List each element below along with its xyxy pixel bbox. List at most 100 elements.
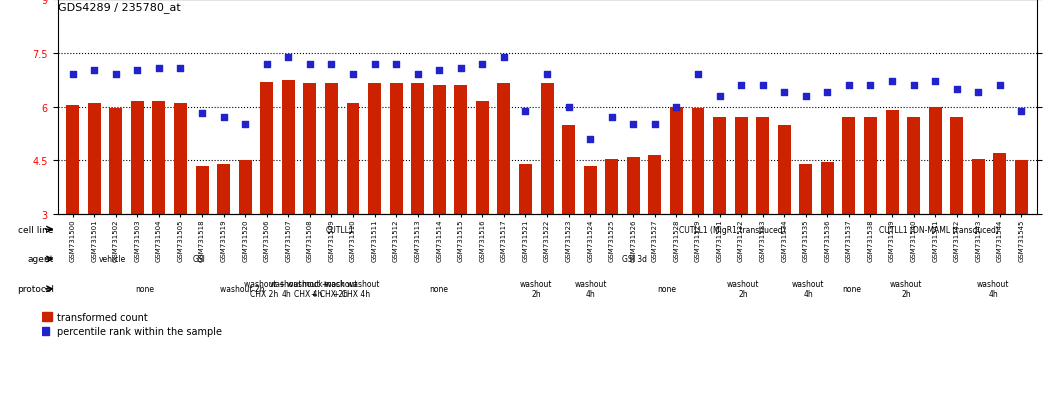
Bar xyxy=(605,159,618,322)
Point xyxy=(387,61,404,68)
Point xyxy=(733,83,750,89)
Bar xyxy=(131,102,143,322)
Point xyxy=(560,104,577,111)
Bar xyxy=(886,111,898,322)
Bar xyxy=(670,107,683,322)
Bar xyxy=(476,102,489,322)
Point xyxy=(690,72,707,78)
Point xyxy=(280,55,296,61)
Text: agent: agent xyxy=(27,255,53,264)
Point xyxy=(884,78,900,85)
Point xyxy=(603,115,620,121)
Text: percentile rank within the sample: percentile rank within the sample xyxy=(57,326,222,336)
Point xyxy=(776,89,793,96)
Point xyxy=(452,65,469,72)
Bar xyxy=(497,84,510,322)
Point xyxy=(495,55,512,61)
Bar xyxy=(756,118,770,322)
Text: mock washout
+ CHX 4h: mock washout + CHX 4h xyxy=(324,280,379,299)
Text: washout
2h: washout 2h xyxy=(727,280,759,299)
Bar xyxy=(584,166,597,322)
Bar xyxy=(411,84,424,322)
Text: GDS4289 / 235780_at: GDS4289 / 235780_at xyxy=(58,2,180,13)
Text: washout
2h: washout 2h xyxy=(890,280,922,299)
Text: washout +
CHX 2h: washout + CHX 2h xyxy=(244,280,285,299)
Bar xyxy=(562,125,575,322)
Point xyxy=(474,61,491,68)
Point xyxy=(711,93,728,100)
Text: none: none xyxy=(429,285,448,294)
Text: cell line: cell line xyxy=(19,225,53,234)
Point xyxy=(431,68,448,74)
Text: washout
4h: washout 4h xyxy=(977,280,1009,299)
Text: CUTLL1 (DN-MAML transduced): CUTLL1 (DN-MAML transduced) xyxy=(878,225,999,234)
Bar xyxy=(369,84,381,322)
Point xyxy=(668,104,685,111)
Point xyxy=(324,61,340,68)
Bar xyxy=(627,157,640,322)
Bar xyxy=(196,166,208,322)
Point xyxy=(172,65,188,72)
Text: washout +
CHX 4h: washout + CHX 4h xyxy=(287,280,329,299)
Point xyxy=(754,83,771,89)
Text: transformed count: transformed count xyxy=(57,312,148,322)
Bar xyxy=(972,159,985,322)
Point xyxy=(798,93,815,100)
Bar xyxy=(304,84,316,322)
Text: washout 2h: washout 2h xyxy=(220,285,265,294)
Point xyxy=(819,89,836,96)
Bar xyxy=(929,107,941,322)
Point xyxy=(216,115,232,121)
Point xyxy=(237,121,253,128)
Bar xyxy=(109,109,122,322)
Bar xyxy=(864,118,877,322)
Point xyxy=(194,111,210,117)
Bar xyxy=(691,109,705,322)
Bar xyxy=(88,104,101,322)
Bar xyxy=(66,106,80,322)
Bar xyxy=(778,125,790,322)
Point xyxy=(625,121,642,128)
Bar xyxy=(648,156,662,322)
Point xyxy=(344,72,361,78)
Text: washout
2h: washout 2h xyxy=(520,280,553,299)
Bar xyxy=(325,84,338,322)
Point xyxy=(366,61,383,68)
Bar xyxy=(713,118,726,322)
Point xyxy=(151,65,168,72)
Text: washout
4h: washout 4h xyxy=(792,280,824,299)
Text: mock washout
+ CHX 2h: mock washout + CHX 2h xyxy=(302,280,357,299)
Bar xyxy=(42,312,52,321)
Point xyxy=(646,121,663,128)
Point xyxy=(949,87,965,93)
Bar xyxy=(347,104,359,322)
Bar xyxy=(153,102,165,322)
Bar xyxy=(389,84,403,322)
Point xyxy=(64,72,81,78)
Point xyxy=(129,68,146,74)
Point xyxy=(86,68,103,74)
Point xyxy=(302,61,318,68)
Text: none: none xyxy=(658,285,676,294)
Bar xyxy=(907,118,920,322)
Bar xyxy=(1015,161,1028,322)
Point xyxy=(927,78,943,85)
Text: CUTLL1: CUTLL1 xyxy=(326,225,355,234)
Point xyxy=(108,72,125,78)
Bar xyxy=(821,163,833,322)
Point xyxy=(409,72,426,78)
Text: washout
4h: washout 4h xyxy=(270,280,303,299)
Bar xyxy=(519,165,532,322)
Bar xyxy=(735,118,748,322)
Bar xyxy=(799,165,812,322)
Bar xyxy=(174,104,187,322)
Point xyxy=(862,83,878,89)
Point xyxy=(517,108,534,115)
Bar xyxy=(540,84,554,322)
Bar xyxy=(217,165,230,322)
Bar xyxy=(432,86,446,322)
Point xyxy=(1013,108,1030,115)
Text: CUTLL1 (MigR1 transduced): CUTLL1 (MigR1 transduced) xyxy=(678,225,785,234)
Point xyxy=(906,83,922,89)
Bar xyxy=(994,154,1006,322)
